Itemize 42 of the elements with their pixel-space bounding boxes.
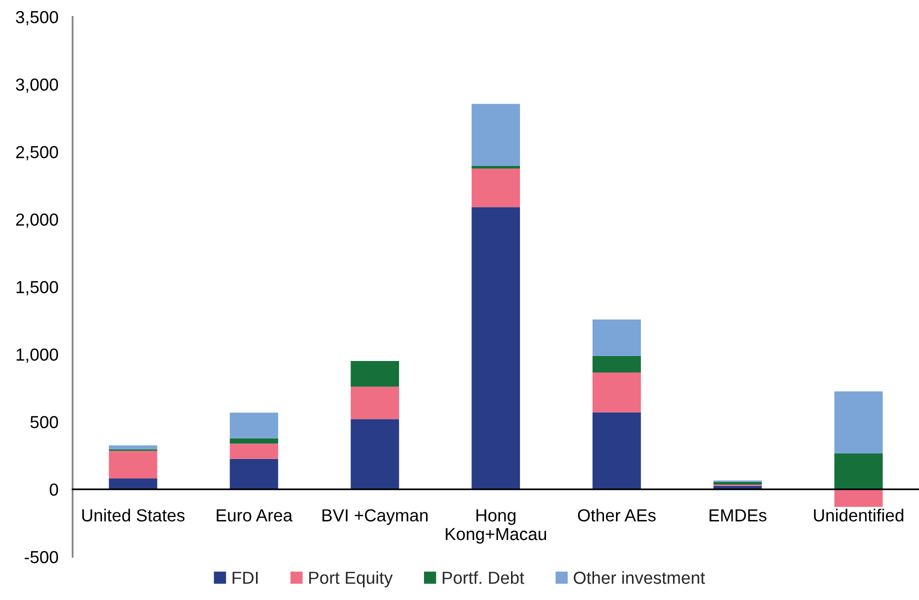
bar [472,207,520,490]
y-tick-label: 2,500 [16,146,58,160]
bar [592,319,641,356]
y-tick-label: 3,000 [16,78,58,93]
bar [592,372,641,412]
y-tick-label: -500 [24,550,58,564]
bar [472,166,520,169]
bar [350,419,400,490]
legend-label: Portf. Debt [442,571,524,584]
x-tick-label: Unidentified [814,508,904,522]
x-tick-label: EMDEs [710,509,766,522]
bar [592,356,641,373]
bar [230,458,278,490]
y-tick-label: 2,000 [16,213,58,228]
bar [713,482,762,485]
bar [350,361,400,387]
legend-label: Other investment [574,571,705,584]
y-tick-label: 1,000 [16,348,58,363]
y-tick-label: 3,500 [16,10,58,26]
legend-label: FDI [232,572,258,584]
bar [108,450,158,478]
bar [834,489,883,507]
x-tick-label: Euro Area [216,509,293,522]
bar [472,104,520,166]
bar [230,412,278,438]
y-tick-label: 0 [50,483,58,496]
x-tick-label: Hong Kong+Macau [446,509,546,544]
x-tick-label: United States [82,508,185,522]
bar [230,438,278,444]
bar [350,386,400,420]
y-tick-label: 1,500 [16,280,58,296]
x-tick-label: BVI +Cayman [322,509,428,525]
legend-label: Port Equity [309,571,393,588]
bar [230,444,278,459]
y-tick-label: 500 [30,416,58,428]
bar [108,478,158,490]
bar [592,412,641,490]
bar [834,391,883,454]
x-tick-label: Other AEs [578,508,656,522]
bar [108,445,158,450]
bar [472,168,520,208]
bar [834,454,883,490]
